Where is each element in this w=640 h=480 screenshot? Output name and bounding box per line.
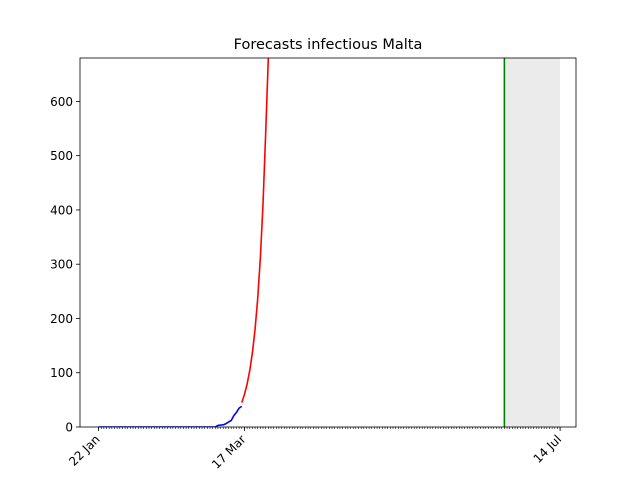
- axes-frame: [79, 57, 577, 428]
- series-line-2: [241, 58, 270, 403]
- y-tick-label: 100: [50, 366, 73, 380]
- y-tick-label: 600: [50, 95, 73, 109]
- y-tick-label: 200: [50, 312, 73, 326]
- shaded-forecast-region: [504, 58, 561, 427]
- y-tick-label: 0: [65, 421, 73, 435]
- series-line-1: [98, 405, 243, 427]
- y-tick-label: 300: [50, 258, 73, 272]
- y-tick-label: 400: [50, 203, 73, 217]
- y-tick-label: 500: [50, 149, 73, 163]
- chart-title: Forecasts infectious Malta: [234, 37, 423, 53]
